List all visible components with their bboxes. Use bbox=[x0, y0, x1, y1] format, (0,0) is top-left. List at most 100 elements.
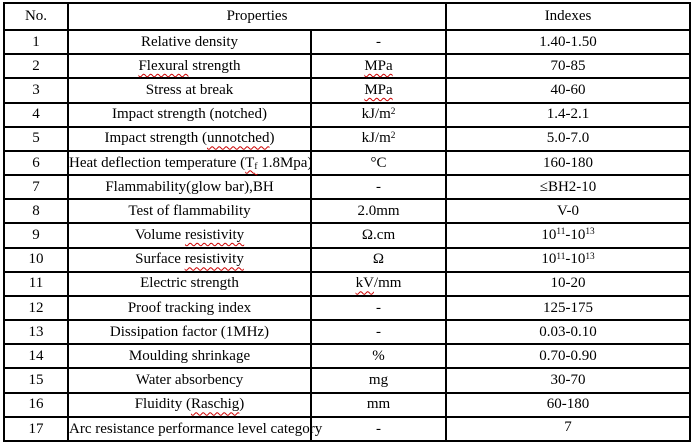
text-segment: ) bbox=[269, 130, 275, 147]
index-cell: 5.0-7.0 bbox=[445, 125, 692, 152]
text-segment: 60-180 bbox=[546, 396, 590, 413]
row-number-cell: 16 bbox=[3, 391, 69, 418]
text-segment: kJ/m bbox=[361, 106, 391, 123]
text-segment: kJ/m bbox=[361, 130, 391, 147]
table-row: 16 Fluidity (Raschig) mm 60-180 bbox=[3, 391, 692, 418]
text-segment: ) bbox=[239, 396, 245, 413]
unit-cell: - bbox=[309, 319, 448, 346]
table-row: 10 Surface resistivity Ω 1011-1013 bbox=[3, 246, 692, 273]
index-cell: V-0 bbox=[445, 198, 692, 225]
text-segment: 70-85 bbox=[550, 57, 586, 74]
text-segment: 125-175 bbox=[543, 299, 594, 316]
text-segment: 30-70 bbox=[550, 372, 586, 389]
unit-cell: 2.0mm bbox=[309, 198, 448, 225]
row-number-cell: 10 bbox=[3, 246, 69, 273]
index-cell: ≤BH2-10 bbox=[445, 174, 692, 201]
row-number-cell: 8 bbox=[3, 198, 69, 225]
text-segment: 10 bbox=[541, 251, 557, 268]
index-cell: 1011-1013 bbox=[445, 246, 692, 273]
unit-cell: °C bbox=[309, 149, 448, 177]
property-cell: Water absorbency bbox=[67, 367, 312, 394]
property-cell: Relative density bbox=[67, 28, 312, 56]
unit-cell: kV/mm bbox=[309, 270, 448, 297]
unit-cell: kJ/m2 bbox=[309, 101, 448, 128]
text-segment: Impact strength ( bbox=[104, 130, 207, 147]
text-segment: 10 bbox=[541, 227, 557, 244]
table-row: 3 Stress at break MPa 40-60 bbox=[3, 77, 692, 104]
index-cell: 1011-1013 bbox=[445, 222, 692, 249]
property-cell: Flammability(glow bar),BH bbox=[67, 174, 312, 201]
property-cell: Dissipation factor (1MHz) bbox=[67, 319, 312, 346]
text-segment: 13 bbox=[585, 251, 595, 262]
text-segment: 0.03-0.10 bbox=[539, 323, 597, 340]
row-number-cell: 1 bbox=[3, 28, 69, 56]
text-segment: Electric strength bbox=[140, 275, 239, 292]
text-segment: MPa bbox=[364, 82, 393, 99]
text-segment: mm bbox=[366, 396, 391, 413]
text-segment: kV bbox=[355, 275, 374, 292]
text-segment: resistivity bbox=[184, 251, 244, 268]
property-cell: Heat deflection temperature (Tf 1.8Mpa) bbox=[67, 149, 312, 177]
text-segment: Water absorbency bbox=[135, 372, 244, 389]
row-number-cell: 13 bbox=[3, 319, 69, 346]
text-segment: resistivity bbox=[184, 227, 245, 244]
table-row: 11 Electric strength kV/mm 10-20 bbox=[3, 270, 692, 297]
text-segment: Ω.cm bbox=[361, 227, 396, 244]
index-cell: 1.4-2.1 bbox=[445, 101, 692, 128]
text-segment: strength bbox=[188, 57, 241, 74]
table-row: 13 Dissipation factor (1MHz) - 0.03-0.10 bbox=[3, 319, 692, 346]
table-row: 8 Test of flammability 2.0mm V-0 bbox=[3, 198, 692, 225]
text-segment: 2 bbox=[390, 130, 396, 141]
text-segment: Impact strength (notched) bbox=[112, 106, 267, 123]
text-segment: 1.40-1.50 bbox=[539, 33, 597, 50]
unit-cell: - bbox=[309, 294, 448, 322]
table-row: 6 Heat deflection temperature (Tf 1.8Mpa)… bbox=[3, 149, 692, 177]
text-segment: 13 bbox=[585, 227, 595, 238]
index-cell: 60-180 bbox=[445, 391, 692, 418]
text-segment: - bbox=[376, 33, 381, 50]
text-segment: ≤BH2-10 bbox=[539, 178, 597, 195]
text-segment: f bbox=[254, 162, 258, 173]
property-cell: Flexural strength bbox=[67, 53, 312, 80]
text-segment: Stress at break bbox=[145, 82, 234, 99]
property-cell: Moulding shrinkage bbox=[67, 343, 312, 370]
text-segment: -10 bbox=[565, 227, 586, 244]
text-segment: - bbox=[376, 178, 381, 195]
table-row: 9 Volume resistivity Ω.cm 1011-1013 bbox=[3, 222, 692, 249]
unit-cell: - bbox=[309, 28, 448, 56]
table-row: 14 Moulding shrinkage% 0.70-0.90 bbox=[3, 343, 692, 370]
col-header-properties: Properties bbox=[66, 2, 448, 31]
row-number-cell: 14 bbox=[3, 343, 69, 370]
unit-cell: MPa bbox=[309, 53, 448, 80]
text-segment: Raschig bbox=[190, 396, 240, 413]
table-row: 17 Arc resistance performance level categ… bbox=[3, 415, 692, 443]
property-cell: Test of flammability bbox=[67, 198, 312, 225]
row-number-cell: 15 bbox=[3, 367, 69, 394]
property-cell: Proof tracking index bbox=[67, 294, 312, 322]
text-segment: Arc resistance performance level categor… bbox=[69, 420, 323, 437]
text-segment: Dissipation factor (1MHz) bbox=[109, 323, 270, 340]
text-segment: 10-20 bbox=[550, 275, 586, 292]
text-segment: Proof tracking index bbox=[127, 299, 252, 316]
index-cell: 1.40-1.50 bbox=[445, 28, 692, 56]
property-cell: Fluidity (Raschig) bbox=[67, 391, 312, 418]
unit-cell: mg bbox=[309, 367, 448, 394]
index-cell: 125-175 bbox=[445, 294, 692, 322]
property-cell: Impact strength (notched) bbox=[67, 101, 312, 128]
text-segment: 2 bbox=[390, 106, 396, 117]
index-cell: 7 bbox=[445, 415, 692, 443]
row-number-cell: 12 bbox=[3, 294, 69, 322]
text-segment: Flammability(glow bar),BH bbox=[105, 178, 274, 195]
row-number-cell: 3 bbox=[3, 77, 69, 104]
text-segment: - bbox=[376, 299, 381, 316]
col-header-indexes: Indexes bbox=[445, 2, 692, 31]
text-segment: Heat deflection temperature ( bbox=[69, 154, 246, 171]
index-cell: 0.70-0.90 bbox=[445, 343, 692, 370]
property-cell: Surface resistivity bbox=[67, 246, 312, 273]
text-segment: -10 bbox=[565, 251, 586, 268]
text-segment: Relative density bbox=[140, 33, 239, 50]
properties-table: No. Properties Indexes 1 Relative density… bbox=[3, 2, 692, 443]
property-cell: Arc resistance performance level categor… bbox=[67, 415, 322, 443]
table-row: 5 Impact strength (unnotched) kJ/m2 5.0-7.0 bbox=[3, 125, 692, 152]
text-segment: /mm bbox=[373, 275, 402, 292]
